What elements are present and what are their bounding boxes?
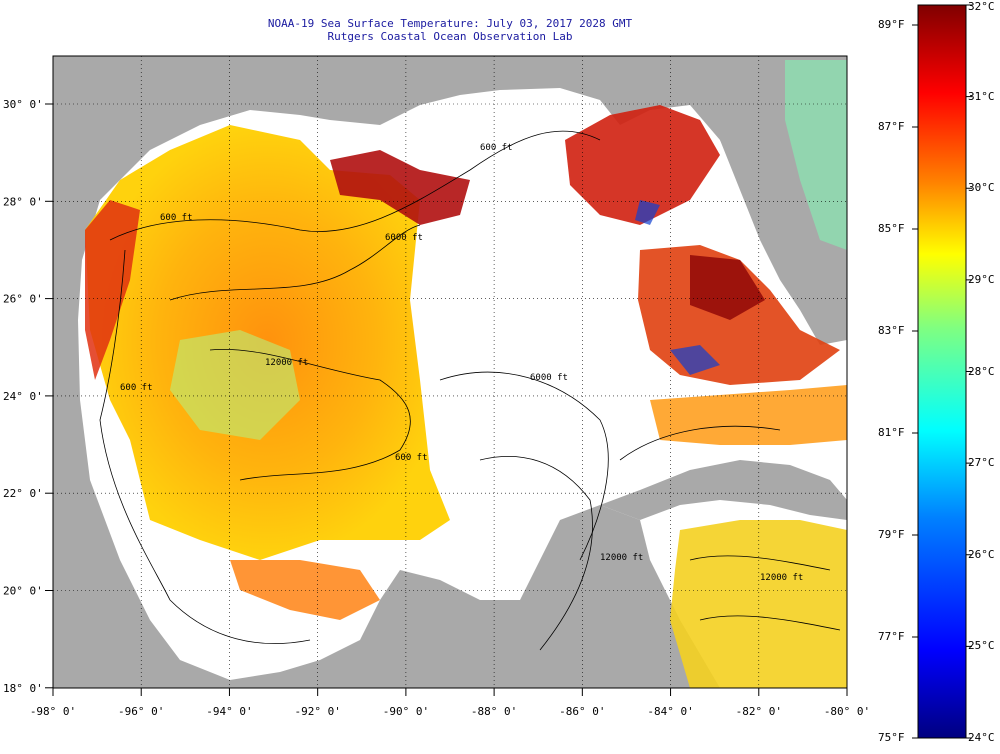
colorbar-f-label: 77°F: [878, 630, 905, 643]
lon-tick-label: -84° 0': [647, 705, 693, 718]
lon-tick-label: -96° 0': [118, 705, 164, 718]
colorbar-ticks: [912, 4, 972, 739]
title-line-2: Rutgers Coastal Ocean Observation Lab: [327, 30, 573, 43]
lon-tick-label: -80° 0': [824, 705, 870, 718]
colorbar: [917, 4, 967, 739]
lon-tick-label: -98° 0': [30, 705, 76, 718]
contour-label: 6000 ft: [385, 233, 423, 243]
colorbar-c-label: 26°C: [968, 547, 995, 561]
colorbar-f-label: 79°F: [878, 528, 905, 541]
bathymetry-contours: [99, 130, 841, 651]
colorbar-c-label: 30°C: [968, 181, 995, 195]
colorbar-c-label: 29°C: [968, 272, 995, 286]
colorbar-f-label: 83°F: [878, 324, 905, 337]
sst-blue-patches: [635, 200, 720, 375]
sst-west-red-edge: [85, 200, 140, 380]
colorbar-c-label: 24°C: [968, 731, 995, 744]
axis-labels: -98° 0' -96° 0' -94° 0' -92° 0' -90° 0' -88° …: [3, 98, 870, 718]
contour-label: 6000 ft: [530, 373, 568, 383]
lon-tick-label: -94° 0': [206, 705, 252, 718]
contour-label: 600 ft: [480, 143, 513, 153]
colorbar-c-label: 25°C: [968, 639, 995, 653]
lat-tick-label: 28° 0': [3, 195, 43, 208]
contour-label: 600 ft: [395, 453, 428, 463]
lon-tick-label: -90° 0': [383, 705, 429, 718]
colorbar-f-label: 85°F: [878, 222, 905, 235]
sst-west-green-patch: [170, 330, 300, 440]
lon-tick-label: -88° 0': [471, 705, 517, 718]
sst-campeche: [230, 560, 380, 620]
colorbar-c-label: 27°C: [968, 456, 995, 470]
sst-north-dark-red: [330, 150, 470, 225]
lat-tick-label: 24° 0': [3, 390, 43, 403]
lon-tick-label: -92° 0': [294, 705, 340, 718]
lat-tick-label: 30° 0': [3, 98, 43, 111]
lat-tick-label: 18° 0': [3, 682, 43, 695]
title-line-1: NOAA-19 Sea Surface Temperature: July 03…: [267, 17, 633, 30]
colorbar-f-label: 89°F: [878, 18, 905, 31]
lat-tick-label: 26° 0': [3, 293, 43, 306]
contour-label: 12000 ft: [760, 573, 803, 583]
contour-label: 600 ft: [120, 383, 153, 393]
colorbar-f-label: 87°F: [878, 120, 905, 133]
colorbar-c-label: 32°C: [968, 0, 995, 13]
colorbar-c-label: 31°C: [968, 89, 995, 103]
sst-keys: [650, 385, 847, 445]
contour-label: 600 ft: [160, 213, 193, 223]
sst-atlantic-east: [785, 60, 847, 250]
sst-florida-dark: [690, 255, 765, 320]
colorbar-c-label: 28°C: [968, 364, 995, 378]
colorbar-f-label: 81°F: [878, 426, 905, 439]
cuba-land: [600, 460, 847, 520]
map-frame: [52, 55, 848, 689]
sst-northeast-red: [565, 105, 720, 225]
lat-tick-label: 20° 0': [3, 585, 43, 598]
lon-tick-label: -82° 0': [736, 705, 782, 718]
graticule: [53, 56, 847, 688]
lon-tick-label: -86° 0': [559, 705, 605, 718]
contour-label: 12000 ft: [265, 358, 308, 368]
colorbar-f-label: 75°F: [878, 731, 905, 744]
lat-tick-label: 22° 0': [3, 487, 43, 500]
contour-label: 12000 ft: [600, 553, 643, 563]
